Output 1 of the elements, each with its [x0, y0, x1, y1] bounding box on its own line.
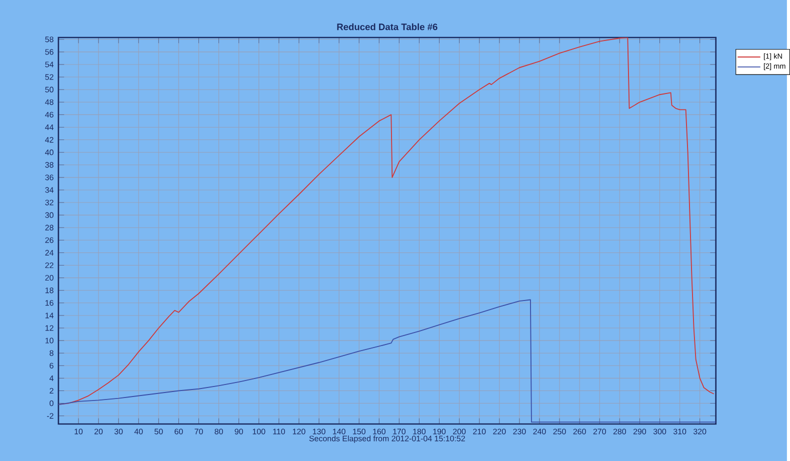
- chart-title: Reduced Data Table #6: [337, 23, 438, 30]
